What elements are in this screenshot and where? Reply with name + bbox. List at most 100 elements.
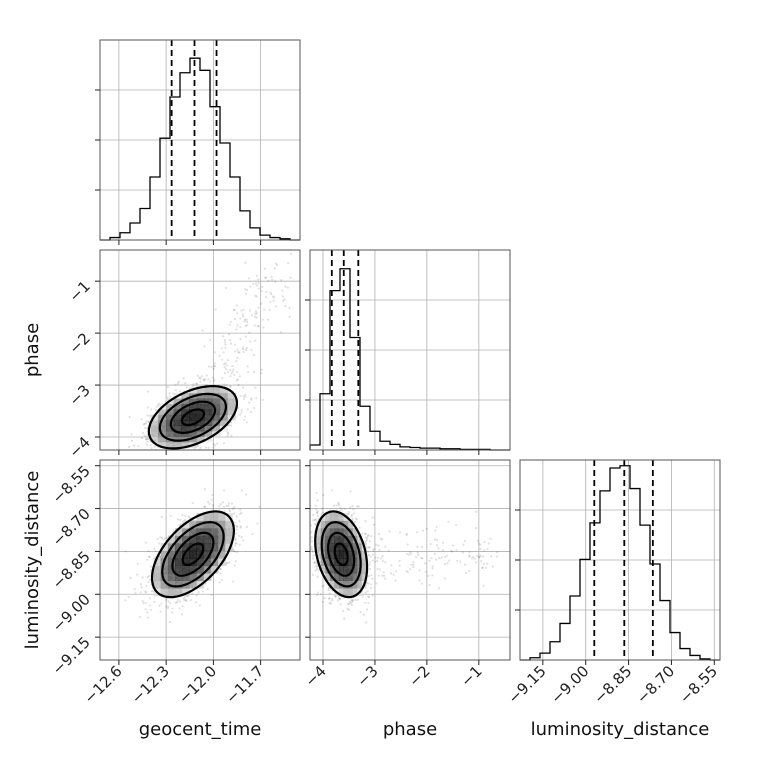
- scatter-point: [228, 508, 231, 511]
- panel-content: [310, 489, 499, 624]
- scatter-point: [174, 601, 177, 604]
- density-cell: [189, 565, 197, 574]
- scatter-point: [234, 560, 237, 563]
- scatter-point: [198, 604, 201, 607]
- scatter-point: [274, 305, 278, 308]
- scatter-point: [256, 522, 259, 525]
- density-cell: [182, 520, 190, 529]
- scatter-point: [217, 505, 221, 508]
- scatter-point: [243, 320, 246, 323]
- scatter-point: [234, 544, 237, 547]
- scatter-point: [350, 598, 353, 602]
- scatter-point: [331, 489, 334, 492]
- scatter-point: [149, 444, 152, 447]
- scatter-point: [231, 507, 234, 510]
- density-cell: [352, 573, 358, 582]
- scatter-point: [235, 528, 238, 531]
- scatter-point: [364, 536, 367, 539]
- scatter-point: [350, 601, 354, 604]
- scatter-point: [193, 447, 196, 450]
- density-cell: [212, 409, 221, 416]
- density-cell: [196, 543, 205, 552]
- scatter-point: [316, 499, 319, 502]
- scatter-point: [226, 359, 229, 362]
- scatter-point: [166, 396, 169, 399]
- scatter-point: [331, 597, 334, 601]
- scatter-point: [440, 556, 444, 559]
- scatter-point: [463, 539, 467, 543]
- density-cell: [196, 403, 205, 410]
- scatter-point: [451, 550, 454, 553]
- density-cell: [153, 573, 162, 582]
- density-cell: [338, 543, 344, 552]
- scatter-point: [317, 568, 320, 571]
- scatter-point: [416, 551, 419, 554]
- density-cell: [210, 520, 219, 529]
- scatter-point: [228, 561, 231, 564]
- scatter-point: [238, 543, 241, 546]
- scatter-point: [244, 395, 247, 398]
- scatter-point: [230, 424, 233, 427]
- scatter-point: [332, 504, 335, 507]
- scatter-point: [364, 540, 368, 543]
- scatter-point: [245, 346, 248, 350]
- scatter-point: [223, 489, 226, 492]
- density-cell: [173, 403, 182, 410]
- x-axis-label-luminosity-distance: luminosity_distance: [531, 719, 710, 740]
- scatter-point: [347, 510, 351, 514]
- scatter-point: [154, 408, 158, 411]
- scatter-point: [227, 502, 231, 505]
- scatter-point: [430, 557, 433, 560]
- scatter-point: [247, 277, 251, 280]
- scatter-point: [394, 579, 397, 582]
- contour-line: [147, 384, 239, 450]
- scatter-point: [272, 299, 275, 302]
- scatter-point: [198, 376, 201, 379]
- density-cell: [204, 409, 213, 416]
- scatter-point: [420, 556, 423, 560]
- scatter-point: [358, 526, 361, 529]
- scatter-point: [225, 504, 228, 508]
- scatter-point: [189, 598, 193, 602]
- density-cell: [165, 441, 175, 448]
- scatter-point: [368, 595, 371, 599]
- scatter-point: [252, 406, 256, 410]
- scatter-point: [182, 377, 185, 380]
- density-cell: [158, 425, 167, 432]
- scatter-point: [388, 530, 391, 533]
- density-cell: [196, 414, 205, 421]
- scatter-point: [124, 550, 127, 553]
- density-cell: [343, 565, 349, 574]
- scatter-point: [315, 567, 319, 571]
- density-cell: [196, 387, 205, 394]
- scatter-point: [274, 262, 278, 265]
- scatter-point: [491, 565, 494, 568]
- scatter-point: [223, 383, 226, 386]
- scatter-point: [218, 581, 221, 584]
- scatter-point: [228, 384, 231, 388]
- scatter-point: [207, 378, 210, 381]
- histogram-step-line: [520, 465, 720, 661]
- scatter-point: [218, 354, 221, 358]
- scatter-point: [237, 406, 240, 409]
- density-cell: [320, 520, 326, 529]
- contour-line: [169, 400, 217, 435]
- density-cell: [203, 550, 212, 559]
- scatter-point: [364, 621, 368, 624]
- scatter-point: [199, 380, 202, 383]
- scatter-point: [159, 536, 162, 539]
- scatter-point: [232, 580, 235, 583]
- density-cell: [225, 520, 233, 529]
- scatter-point: [312, 519, 315, 522]
- scatter-point: [219, 568, 222, 571]
- scatter-point: [264, 276, 267, 280]
- density-cell: [196, 513, 205, 522]
- scatter-point: [389, 572, 393, 575]
- scatter-point: [405, 569, 408, 573]
- scatter-point: [475, 510, 478, 513]
- density-cell: [338, 573, 344, 582]
- density-cell: [160, 550, 169, 559]
- scatter-point: [208, 380, 212, 383]
- scatter-point: [265, 290, 268, 293]
- scatter-point: [356, 598, 359, 602]
